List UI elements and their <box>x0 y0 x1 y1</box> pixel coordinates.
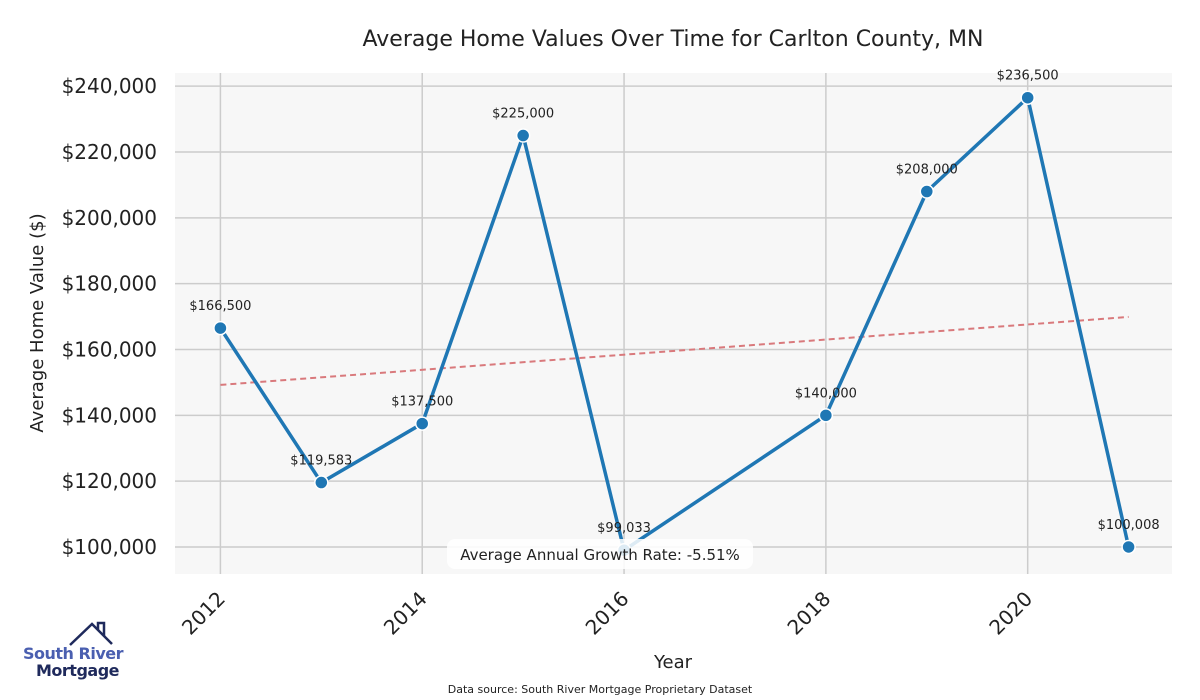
house-icon <box>69 621 113 646</box>
y-tick-label: $140,000 <box>62 403 157 427</box>
x-tick-label: 2014 <box>379 587 432 640</box>
logo-line2: Mortgage <box>36 661 120 680</box>
trend-line <box>220 315 1129 386</box>
y-tick-label: $200,000 <box>62 206 157 230</box>
data-point <box>213 320 228 336</box>
plot-area <box>175 73 1172 574</box>
y-tick-label: $120,000 <box>62 469 157 493</box>
y-tick-label: $160,000 <box>62 338 157 362</box>
data-point <box>414 416 430 431</box>
y-axis-label: Average Home Value ($) <box>27 213 48 432</box>
x-axis-label: Year <box>653 652 693 673</box>
x-tick-label: 2012 <box>177 587 230 640</box>
y-tick-label: $240,000 <box>62 74 157 98</box>
chart-title: Average Home Values Over Time for Carlto… <box>363 27 984 52</box>
x-tick-label: 2016 <box>581 587 634 640</box>
y-tick-label: $180,000 <box>62 272 157 296</box>
growth-rate-annotation: Average Annual Growth Rate: -5.51% <box>460 546 740 564</box>
south-river-mortgage-logo: South River Mortgage <box>20 620 124 680</box>
y-tick-label: $100,000 <box>62 535 157 559</box>
data-source: Data source: South River Mortgage Propri… <box>448 683 753 696</box>
data-label: $119,583 <box>290 454 352 469</box>
data-label: $225,000 <box>492 107 554 122</box>
data-label: $236,500 <box>997 69 1059 84</box>
data-point <box>818 408 834 423</box>
data-point <box>314 475 329 490</box>
y-tick-label: $220,000 <box>62 140 157 164</box>
data-label: $140,000 <box>795 386 857 401</box>
data-point <box>1020 90 1035 105</box>
data-label: $208,000 <box>896 163 958 178</box>
logo-line1: South River <box>23 644 124 663</box>
data-label: $137,500 <box>391 395 453 410</box>
x-tick-label: 2018 <box>782 587 835 640</box>
data-label: $166,500 <box>189 299 251 314</box>
x-tick-label: 2020 <box>984 587 1037 640</box>
data-label: $100,008 <box>1098 518 1160 533</box>
data-point <box>515 128 531 143</box>
data-point <box>919 184 935 199</box>
growth-rate-box <box>447 539 753 569</box>
data-point <box>1121 539 1136 555</box>
data-label: $99,033 <box>597 521 651 536</box>
